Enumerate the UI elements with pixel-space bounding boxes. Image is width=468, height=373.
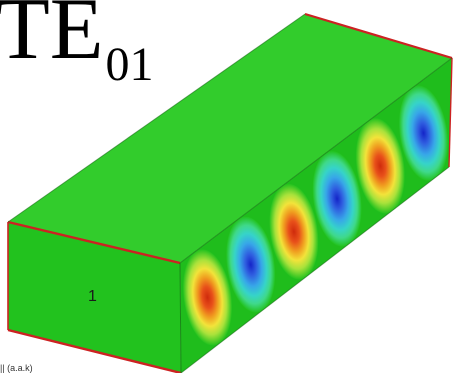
face-number-label: 1	[88, 288, 97, 305]
negative-field-lobe	[399, 85, 448, 181]
field-lobes	[182, 85, 448, 346]
top-edge-back	[304, 12, 453, 60]
footer-caption: || (a.a.k)	[0, 363, 33, 373]
negative-field-lobe	[226, 216, 276, 313]
positive-field-lobe	[269, 183, 319, 280]
front-face	[8, 222, 181, 373]
back-right-edge	[448, 57, 453, 168]
mode-title-main: TE	[0, 0, 104, 78]
positive-field-lobe	[182, 249, 233, 346]
negative-field-lobe	[312, 151, 362, 247]
front-bottom-edge	[7, 328, 182, 373]
mode-title: TE01	[0, 0, 154, 89]
top-face	[8, 14, 452, 263]
front-top-edge	[7, 220, 181, 265]
mode-title-subscript: 01	[105, 38, 154, 91]
positive-field-lobe	[355, 118, 405, 214]
